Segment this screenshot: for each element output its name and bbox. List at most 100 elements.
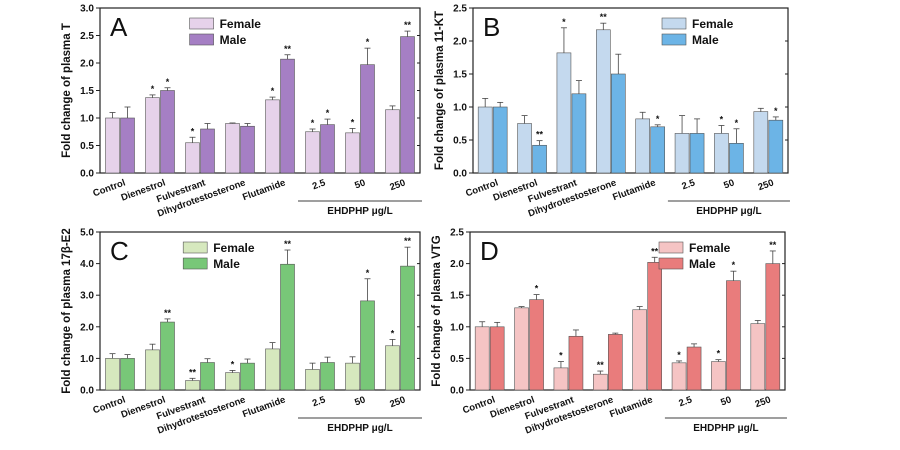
significance-mark: **: [536, 130, 544, 140]
bar-male-5: [320, 362, 335, 391]
y-tick-label: 0.5: [453, 136, 467, 147]
x-tick-label: Flutamide: [608, 394, 654, 420]
significance-mark: *: [151, 84, 155, 94]
significance-mark: *: [774, 106, 778, 116]
bar-female-6: [345, 132, 360, 174]
y-tick-label: 0.0: [80, 386, 94, 397]
significance-mark: *: [720, 114, 724, 124]
bar-male-1: [532, 144, 547, 174]
significance-mark: *: [166, 77, 170, 87]
panel-letter: A: [110, 12, 128, 42]
bar-female-6: [711, 361, 726, 391]
bar-female-5: [674, 133, 690, 174]
y-tick-label: 3.0: [80, 4, 94, 15]
x-tick-label: 50: [353, 177, 367, 191]
bar-male-5: [689, 133, 705, 174]
bar-male-7: [765, 263, 781, 391]
bar-male-7: [768, 119, 784, 174]
bar-female-5: [671, 362, 687, 391]
legend-swatch-male: [189, 33, 214, 46]
y-tick-label: 1.0: [453, 103, 467, 114]
y-tick-label: 0.0: [450, 386, 464, 397]
significance-mark: *: [391, 328, 395, 338]
bar-male-0: [120, 117, 135, 174]
x-tick-label: 2.5: [311, 177, 328, 192]
y-axis-label: Fold change of plasma 17β-E2: [61, 228, 73, 394]
bar-male-2: [200, 362, 215, 391]
x-tick-label: 250: [388, 177, 407, 193]
bar-female-6: [714, 133, 729, 174]
significance-mark: **: [404, 236, 412, 246]
bar-male-3: [608, 334, 623, 391]
bar-male-2: [571, 93, 587, 174]
x-tick-label: 50: [722, 177, 736, 191]
significance-mark: *: [271, 86, 275, 96]
significance-mark: *: [351, 117, 355, 127]
bar-female-6: [345, 362, 360, 391]
bar-female-3: [596, 29, 611, 174]
panel-letter: D: [480, 236, 499, 266]
y-tick-label: 2.0: [80, 59, 94, 70]
bar-female-0: [105, 358, 120, 391]
bar-female-7: [385, 109, 400, 174]
group-label: EHDPHP μg/L: [693, 423, 758, 434]
bar-female-1: [514, 307, 529, 391]
bar-female-0: [474, 326, 490, 391]
x-tick-label: Flutamide: [611, 177, 657, 203]
legend-swatch-female: [661, 17, 687, 30]
significance-mark: **: [284, 239, 292, 249]
y-tick-label: 2.5: [453, 4, 467, 15]
bar-male-3: [240, 125, 255, 174]
bar-female-0: [105, 117, 120, 174]
x-tick-label: 50: [353, 394, 367, 408]
bar-male-3: [240, 362, 255, 391]
legend-label-female: Female: [692, 17, 734, 31]
legend-swatch-male: [182, 257, 208, 270]
plot-frame: [472, 7, 789, 174]
bar-female-7: [753, 111, 769, 174]
y-tick-label: 2.5: [450, 228, 464, 239]
bar-male-1: [529, 299, 544, 391]
y-tick-label: 1.0: [450, 322, 464, 333]
significance-mark: **: [600, 12, 608, 22]
legend-label-male: Male: [692, 33, 719, 47]
legend-label-male: Male: [689, 257, 716, 271]
bar-female-2: [553, 367, 569, 391]
x-tick-label: 2.5: [677, 394, 694, 409]
significance-mark: **: [769, 240, 777, 250]
significance-mark: *: [326, 108, 330, 118]
bar-male-0: [492, 106, 508, 174]
y-tick-label: 5.0: [80, 228, 94, 239]
bar-male-4: [280, 58, 295, 174]
y-tick-label: 0.5: [450, 354, 464, 365]
bar-female-2: [556, 52, 572, 174]
chart-panel-b: 0.0 0.5 1.0 1.5 2.0 2.5 Fold change of plasma …: [434, 4, 790, 220]
bar-male-4: [650, 126, 665, 174]
bar-male-6: [360, 300, 375, 391]
legend-label-male: Male: [213, 257, 240, 271]
x-tick-label: Flutamide: [241, 394, 287, 420]
significance-mark: *: [656, 114, 660, 124]
legend-swatch-female: [182, 241, 208, 254]
bar-male-5: [320, 124, 335, 174]
significance-mark: *: [366, 37, 370, 47]
bar-male-6: [729, 143, 744, 174]
bar-male-7: [400, 265, 415, 391]
bar-female-4: [632, 309, 647, 391]
y-tick-label: 1.0: [80, 354, 94, 365]
y-tick-label: 1.5: [80, 86, 94, 97]
significance-mark: **: [284, 44, 292, 54]
bar-female-3: [593, 373, 608, 391]
significance-mark: **: [404, 20, 412, 30]
significance-mark: *: [191, 126, 195, 136]
legend-label-female: Female: [213, 241, 255, 255]
group-label: EHDPHP μg/L: [327, 206, 392, 217]
legend-label-female: Female: [689, 241, 731, 255]
bar-female-2: [185, 142, 200, 174]
significance-mark: *: [311, 118, 315, 128]
bar-male-0: [120, 358, 135, 391]
significance-mark: *: [732, 260, 736, 270]
bar-male-1: [160, 321, 175, 391]
y-tick-label: 3.0: [80, 291, 94, 302]
